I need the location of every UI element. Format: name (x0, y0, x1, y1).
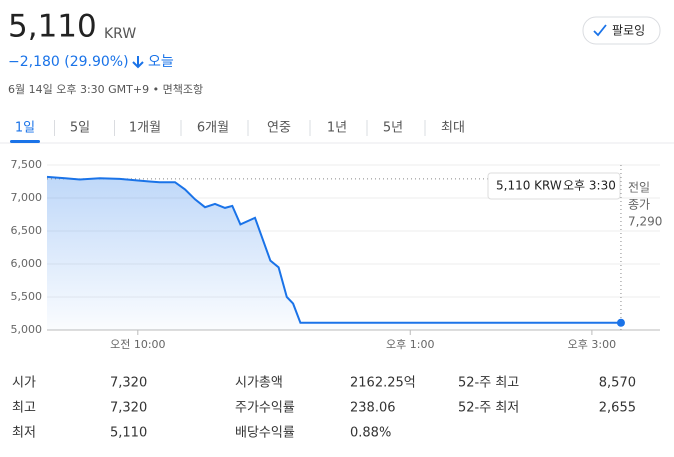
tooltip-box (487, 172, 621, 200)
stat-value: 0.88% (350, 426, 391, 441)
stat-label: 주가수익률 (235, 401, 295, 416)
change-period: 오늘 (148, 54, 174, 70)
previous-close-label: 전일 (628, 181, 650, 195)
y-tick-label: 6,000 (11, 257, 43, 270)
tooltip-time: 오후 3:30 (563, 179, 616, 193)
previous-close-value: 7,290 (628, 215, 662, 229)
x-tick-label: 오후 1:00 (386, 338, 434, 351)
timestamp: 6월 14일 오후 3:30 GMT+9 • 면책조항 (8, 82, 203, 96)
tab[interactable]: 1년 (327, 121, 347, 136)
follow-button[interactable] (582, 16, 661, 45)
hover-dot (616, 318, 625, 327)
tab[interactable]: 최대 (441, 121, 465, 136)
stat-value: 238.06 (350, 401, 396, 416)
x-tick-label: 오전 10:00 (110, 338, 165, 351)
change: −2,180 (29.90%) (8, 54, 129, 70)
tab[interactable]: 1개월 (129, 121, 161, 136)
stat-value: 7,320 (110, 376, 147, 391)
down-arrow (132, 56, 144, 69)
currency: KRW (104, 26, 136, 42)
stat-value: 2,655 (599, 401, 636, 416)
stat-label: 최저 (12, 426, 36, 441)
stat-label: 최고 (12, 401, 36, 416)
y-tick-label: 7,500 (11, 158, 43, 171)
stat-value: 7,320 (110, 401, 147, 416)
active-tab-indicator (10, 140, 40, 143)
y-tick-label: 7,000 (11, 191, 43, 204)
check-icon (593, 24, 607, 37)
stat-label: 시가총액 (235, 376, 283, 391)
stat-value: 2162.25억 (350, 376, 416, 391)
y-tick-label: 6,500 (11, 224, 43, 237)
x-tick-label: 오후 3:00 (568, 338, 616, 351)
y-tick-label: 5,500 (11, 290, 43, 303)
tab[interactable]: 연중 (267, 121, 291, 136)
area (47, 176, 621, 330)
follow-label: 팔로잉 (612, 24, 645, 38)
stat-value: 5,110 (110, 426, 147, 441)
stat-label: 52-주 최고 (458, 376, 519, 391)
stat-label: 배당수익률 (235, 426, 295, 441)
tab[interactable]: 6개월 (197, 121, 229, 136)
tab[interactable]: 5년 (383, 121, 403, 136)
stat-value: 8,570 (599, 376, 636, 391)
y-tick-label: 5,000 (11, 323, 43, 336)
tab[interactable]: 1일 (15, 121, 35, 136)
stat-label: 시가 (12, 376, 36, 391)
price-line (46, 175, 621, 324)
price: 5,110 (8, 9, 97, 45)
stat-label: 52-주 최저 (458, 401, 519, 416)
tab[interactable]: 5일 (70, 121, 90, 136)
tooltip-price: 5,110 KRW (496, 179, 562, 193)
previous-close-label: 종가 (628, 198, 650, 212)
